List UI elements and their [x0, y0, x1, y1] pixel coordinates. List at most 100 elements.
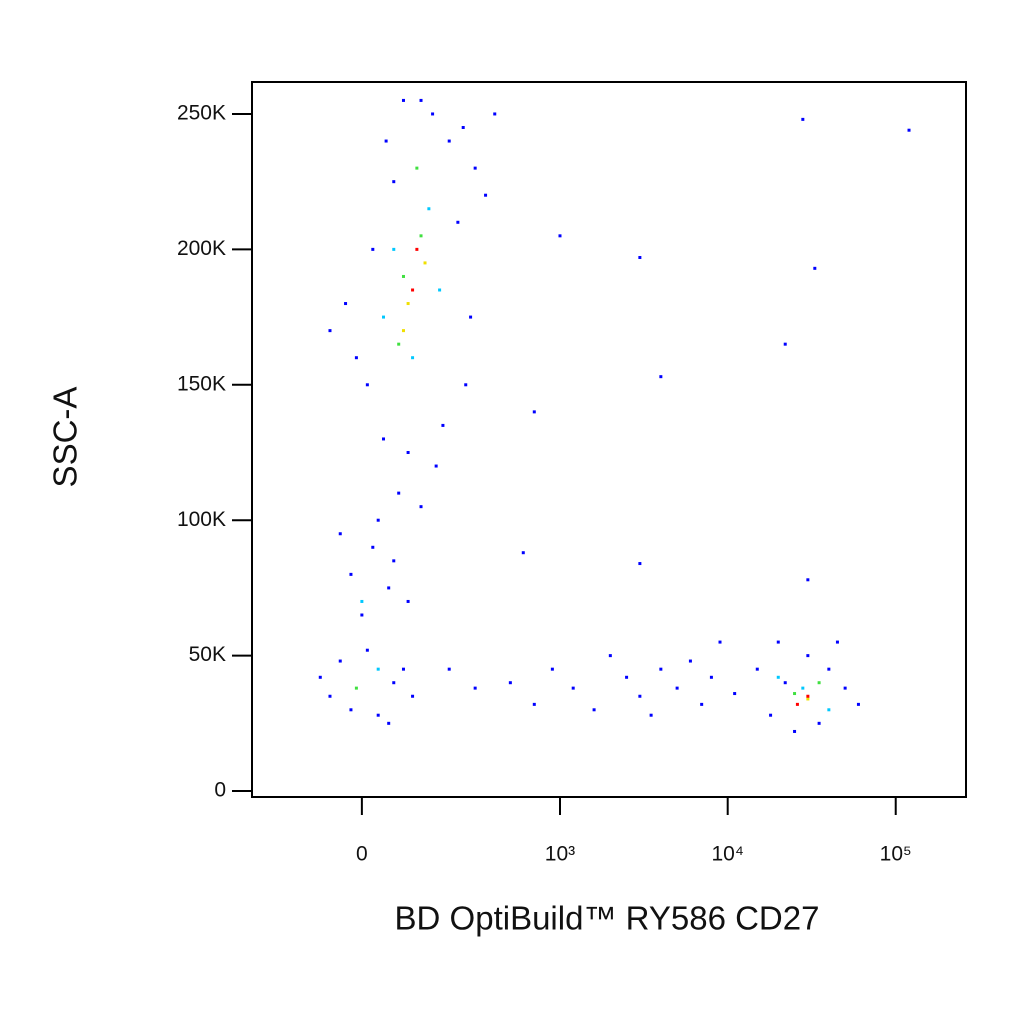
point — [360, 599, 364, 603]
point — [783, 342, 787, 346]
point — [441, 423, 445, 427]
point — [817, 681, 821, 685]
point — [382, 437, 386, 441]
point — [392, 681, 396, 685]
point — [817, 721, 821, 725]
point — [415, 166, 419, 170]
point — [718, 640, 722, 644]
point — [371, 545, 375, 549]
point — [349, 708, 353, 712]
point — [776, 675, 780, 679]
point — [493, 112, 497, 116]
point — [344, 302, 348, 306]
point — [806, 578, 810, 582]
y-tick-label: 100K — [177, 508, 226, 531]
point — [550, 667, 554, 671]
point — [558, 234, 562, 238]
point — [473, 686, 477, 690]
point — [338, 659, 342, 663]
point — [625, 675, 629, 679]
point — [508, 681, 512, 685]
point — [709, 675, 713, 679]
point — [675, 686, 679, 690]
point — [376, 518, 380, 522]
point — [419, 98, 423, 102]
point — [776, 640, 780, 644]
y-tick-label: 50K — [189, 643, 226, 666]
point — [755, 667, 759, 671]
point — [649, 713, 653, 717]
point — [431, 112, 435, 116]
y-tick-label: 250K — [177, 102, 226, 125]
point — [447, 139, 451, 143]
point — [401, 667, 405, 671]
point — [795, 702, 799, 706]
point — [856, 702, 860, 706]
point — [571, 686, 575, 690]
point — [419, 505, 423, 509]
point — [419, 234, 423, 238]
point — [835, 640, 839, 644]
point — [638, 694, 642, 698]
point — [801, 117, 805, 121]
point — [397, 342, 401, 346]
point — [907, 128, 911, 132]
point — [733, 692, 737, 696]
point — [521, 551, 525, 555]
point — [406, 451, 410, 454]
point — [464, 383, 468, 387]
y-tick-label: 0 — [214, 779, 226, 802]
point — [411, 356, 415, 360]
point — [365, 383, 369, 387]
point — [456, 220, 460, 224]
x-tick-label: 10⁵ — [880, 843, 912, 866]
point — [401, 329, 405, 333]
x-tick-label: 10⁴ — [712, 843, 744, 866]
point — [401, 274, 405, 278]
point — [328, 329, 332, 333]
point — [783, 681, 787, 685]
point — [484, 193, 488, 197]
point — [793, 692, 797, 696]
point — [434, 464, 438, 468]
point — [406, 599, 410, 603]
point — [638, 562, 642, 566]
point — [406, 302, 410, 306]
point — [827, 667, 831, 671]
point — [423, 261, 427, 265]
point — [659, 667, 663, 671]
point — [473, 166, 477, 170]
point — [318, 675, 322, 679]
point — [806, 654, 810, 658]
point — [338, 532, 342, 536]
point — [411, 288, 415, 292]
x-axis-title: BD OptiBuild™ RY586 CD27 — [395, 900, 820, 937]
point — [371, 247, 375, 251]
plot-frame — [251, 81, 967, 798]
point — [392, 247, 396, 251]
point — [382, 315, 386, 319]
point — [793, 729, 797, 733]
point — [592, 708, 596, 712]
point — [532, 702, 536, 706]
y-tick-label: 150K — [177, 372, 226, 395]
point — [354, 686, 358, 690]
point — [469, 315, 473, 319]
point — [387, 721, 391, 725]
point — [532, 410, 536, 414]
point — [392, 180, 396, 184]
x-tick-label: 0 — [356, 843, 368, 866]
y-tick-label: 200K — [177, 237, 226, 260]
point — [806, 697, 810, 701]
point — [813, 266, 817, 270]
point — [801, 686, 805, 690]
point — [700, 702, 704, 706]
point — [376, 667, 380, 671]
point — [688, 659, 692, 663]
point — [411, 694, 415, 698]
point — [415, 247, 419, 251]
point — [827, 708, 831, 712]
